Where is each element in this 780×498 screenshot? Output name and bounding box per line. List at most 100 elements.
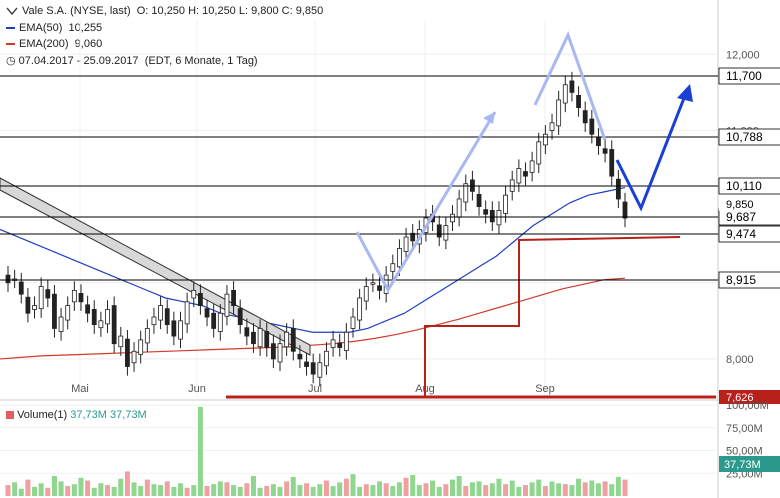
candle-body (5, 274, 11, 284)
volume-bar (383, 483, 389, 496)
volume-bar (509, 480, 515, 496)
volume-bar (410, 475, 416, 496)
volume-bar (602, 481, 608, 496)
candle-body (516, 168, 522, 184)
candle-body (91, 309, 97, 326)
volume-bar (503, 484, 509, 496)
candle-body (244, 327, 250, 337)
x-tick-label-0: Mai (71, 383, 89, 395)
volume-bar (403, 477, 409, 496)
volume-bar (32, 486, 38, 496)
candle-body (158, 305, 163, 321)
candle-body (450, 213, 455, 223)
volume-last-label: 37,73M (724, 459, 761, 471)
candle-body (310, 362, 316, 375)
volume-tick-0: 100,00M (726, 400, 769, 412)
clock-icon: ◷ (6, 55, 16, 67)
volume-bar (224, 482, 230, 496)
candle-body (171, 320, 177, 337)
volume-bar (589, 480, 595, 496)
volume-bar (105, 485, 111, 496)
volume-bar (450, 479, 456, 496)
candle-body (317, 362, 323, 378)
x-tick-label-2: Jul (308, 383, 322, 395)
volume-bar (184, 487, 190, 496)
projection-light-1 (355, 111, 497, 294)
volume-bar (71, 484, 77, 496)
volume-bar (197, 406, 203, 496)
volume-last-box (719, 456, 780, 472)
candle-body (496, 210, 502, 226)
candle-body (463, 183, 469, 203)
volume-bar (622, 479, 628, 496)
volume-bar (556, 483, 562, 496)
y-tick-label-3: 8,000 (726, 354, 754, 366)
candle-body (337, 342, 343, 348)
volume-bar (12, 482, 18, 496)
candle-body (436, 224, 442, 238)
volume-bar (496, 478, 502, 496)
candle-body (330, 339, 336, 348)
candle-body (569, 80, 575, 93)
volume-bar (456, 475, 462, 496)
candle-body (277, 343, 283, 363)
period-legend: ◷ 07.04.2017 - 25.09.2017 (EDT, 6 Monate… (6, 54, 258, 67)
volume-bar (118, 478, 124, 496)
price-level-label-5: 8,915 (726, 273, 756, 287)
volume-bar (609, 484, 615, 496)
candle-body (443, 225, 449, 241)
ema50-swatch (6, 27, 15, 30)
volume-bar (171, 486, 177, 496)
candle-body (529, 160, 535, 173)
downtrend-channel (0, 177, 311, 356)
volume-bar (363, 484, 369, 496)
volume-bar (51, 475, 57, 496)
volume-bar (469, 482, 475, 496)
candle-body (602, 148, 608, 154)
volume-bar (158, 485, 164, 496)
volume-bar (436, 486, 442, 496)
candle-body (562, 84, 568, 104)
volume-bar (177, 483, 183, 496)
candle-body (237, 308, 243, 326)
candle-body (403, 236, 409, 252)
volume-bar (18, 488, 24, 496)
candle-body (65, 305, 71, 321)
volume-bar (357, 486, 363, 496)
price-level-label-4: 9,474 (726, 227, 756, 241)
menu-icon[interactable] (6, 5, 18, 20)
volume-bar (85, 480, 91, 496)
candle-body (58, 316, 64, 332)
volume-bar (443, 484, 449, 496)
candle-body (410, 232, 416, 242)
candle-body (609, 149, 615, 177)
ema50-legend: EMA(50) 10,255 (6, 22, 102, 34)
price-level-box-4 (718, 225, 780, 243)
volume-bar (131, 482, 137, 496)
price-level-label-0: 11,700 (726, 69, 762, 83)
candle-body (264, 331, 270, 348)
candle-body (197, 293, 203, 307)
price-level-box-0 (718, 67, 780, 85)
candle-body (98, 320, 104, 329)
candle-body (363, 286, 369, 302)
volume-tick-2: 50,00M (726, 446, 763, 458)
candle-body (52, 293, 57, 329)
candle-body (131, 350, 137, 364)
volume-bar (124, 471, 130, 496)
volume-bar (390, 485, 396, 496)
candle-body (45, 289, 51, 299)
last-price-bg (719, 197, 780, 211)
candle-body (138, 339, 144, 355)
candle-body (18, 281, 24, 295)
candle-body (622, 201, 628, 219)
candle-body (536, 141, 542, 165)
candle-body (25, 296, 31, 314)
candle-body (350, 316, 356, 329)
candle-body (503, 194, 508, 214)
candle-body (85, 304, 91, 314)
volume-bar (370, 485, 376, 496)
candle-body (105, 309, 110, 325)
support-level-label: 7,626 (726, 392, 754, 404)
